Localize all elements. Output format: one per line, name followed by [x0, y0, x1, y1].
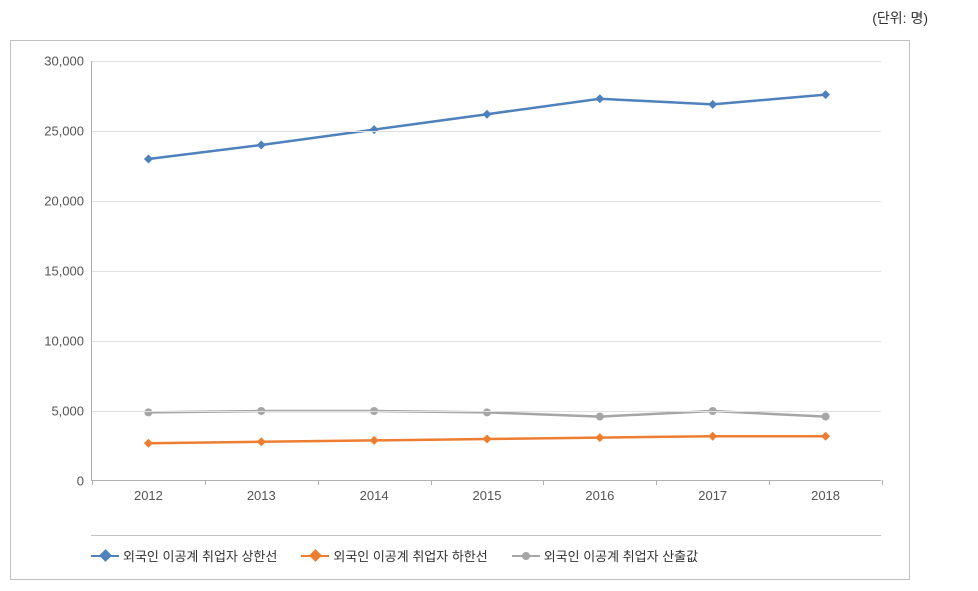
legend-label: 외국인 이공계 취업자 산출값 [544, 546, 698, 565]
x-tick-mark [318, 480, 319, 485]
x-tick-mark [769, 480, 770, 485]
gridline [92, 131, 881, 132]
series-marker [144, 408, 152, 416]
gridline [92, 61, 881, 62]
chart-container: 0 5,000 10,000 15,000 20,000 25,000 30,000 2012… [10, 40, 910, 580]
series-marker [708, 432, 717, 441]
series-marker [483, 435, 492, 444]
series-marker [595, 433, 604, 442]
x-tick-mark [92, 480, 93, 485]
x-tick-label: 2017 [698, 488, 727, 503]
gridline [92, 411, 881, 412]
x-tick-label: 2015 [473, 488, 502, 503]
legend-label: 외국인 이공계 취업자 상한선 [123, 546, 277, 565]
series-marker [144, 439, 153, 448]
legend-item: 외국인 이공계 취업자 하한선 [301, 546, 487, 565]
x-tick-mark [543, 480, 544, 485]
legend: 외국인 이공계 취업자 상한선 외국인 이공계 취업자 하한선 외국인 이공계 취업… [91, 535, 881, 571]
y-tick-label: 20,000 [44, 194, 84, 209]
series-marker [483, 408, 491, 416]
plot-area: 05,00010,00015,00020,00025,00030,0002012… [91, 61, 881, 481]
x-tick-label: 2016 [585, 488, 614, 503]
series-line [148, 95, 825, 159]
y-tick-label: 25,000 [44, 124, 84, 139]
y-tick-label: 30,000 [44, 54, 84, 69]
legend-marker [91, 549, 119, 563]
unit-label: (단위: 명) [872, 8, 928, 28]
y-tick-label: 5,000 [51, 404, 84, 419]
series-marker [370, 125, 379, 134]
x-tick-mark [431, 480, 432, 485]
series-marker [708, 100, 717, 109]
x-tick-label: 2012 [134, 488, 163, 503]
gridline [92, 341, 881, 342]
x-tick-mark [882, 480, 883, 485]
legend-marker [301, 549, 329, 563]
series-marker [483, 110, 492, 119]
x-tick-mark [205, 480, 206, 485]
series-marker [257, 141, 266, 150]
x-tick-label: 2018 [811, 488, 840, 503]
x-tick-label: 2013 [247, 488, 276, 503]
x-tick-mark [656, 480, 657, 485]
y-tick-label: 10,000 [44, 334, 84, 349]
series-marker [822, 413, 830, 421]
series-marker [596, 413, 604, 421]
x-tick-label: 2014 [360, 488, 389, 503]
y-tick-label: 0 [77, 474, 84, 489]
y-tick-label: 15,000 [44, 264, 84, 279]
legend-item: 외국인 이공계 취업자 산출값 [512, 546, 698, 565]
series-marker [370, 436, 379, 445]
legend-label: 외국인 이공계 취업자 하한선 [333, 546, 487, 565]
legend-item: 외국인 이공계 취업자 상한선 [91, 546, 277, 565]
gridline [92, 201, 881, 202]
series-marker [821, 90, 830, 99]
series-marker [595, 94, 604, 103]
series-marker [257, 437, 266, 446]
series-marker [144, 155, 153, 164]
series-marker [821, 432, 830, 441]
gridline [92, 271, 881, 272]
legend-marker [512, 549, 540, 563]
